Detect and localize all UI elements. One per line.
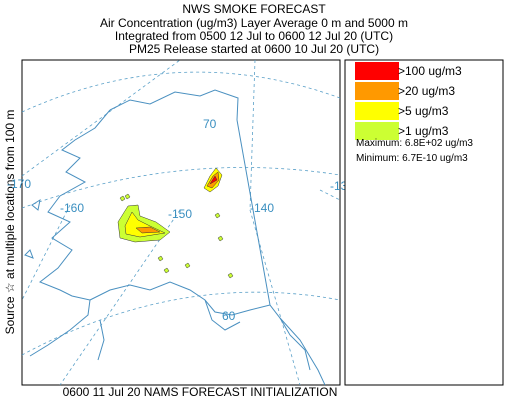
plume <box>135 226 161 234</box>
subtitle: Integrated from 0500 12 Jul to 0600 12 J… <box>115 29 393 43</box>
plume <box>163 267 170 274</box>
legend-label: >5 ug/m3 <box>398 104 449 118</box>
plume <box>217 235 224 242</box>
legend-swatch <box>355 102 399 120</box>
smoke-plumes <box>117 167 234 279</box>
subtitle: PM25 Release started at 0600 10 Jul 20 (… <box>129 42 379 56</box>
legend-swatch <box>355 62 399 80</box>
footer: 0600 11 Jul 20 NAMS FORECAST INITIALIZAT… <box>63 385 338 399</box>
legend-swatch <box>355 122 399 140</box>
plume <box>119 195 126 202</box>
plume <box>227 272 234 279</box>
plume <box>184 262 191 269</box>
legend-label: >100 ug/m3 <box>398 64 462 78</box>
longitude-label: -170 <box>7 177 31 191</box>
side-label: Source ☆ at multiple locations from 100 … <box>3 110 17 335</box>
latitude-label: 70 <box>203 117 217 131</box>
plume <box>157 255 164 262</box>
legend-maximum: Maximum: 6.8E+02 ug/m3 <box>356 138 473 149</box>
title: NWS SMOKE FORECAST <box>182 2 326 16</box>
latitude-label: 60 <box>222 309 236 323</box>
legend-minimum: Minimum: 6.7E-10 ug/m3 <box>356 153 468 164</box>
plume <box>124 193 131 200</box>
legend-swatch <box>355 82 399 100</box>
longitude-label: -160 <box>60 201 84 215</box>
plume <box>214 212 221 219</box>
subtitle: Air Concentration (ug/m3) Layer Average … <box>100 16 408 30</box>
legend-label: >1 ug/m3 <box>398 124 449 138</box>
longitude-label: -150 <box>168 207 192 221</box>
legend-label: >20 ug/m3 <box>398 84 455 98</box>
longitude-label: -140 <box>250 201 274 215</box>
coastline <box>24 89 326 386</box>
plume <box>209 175 218 185</box>
